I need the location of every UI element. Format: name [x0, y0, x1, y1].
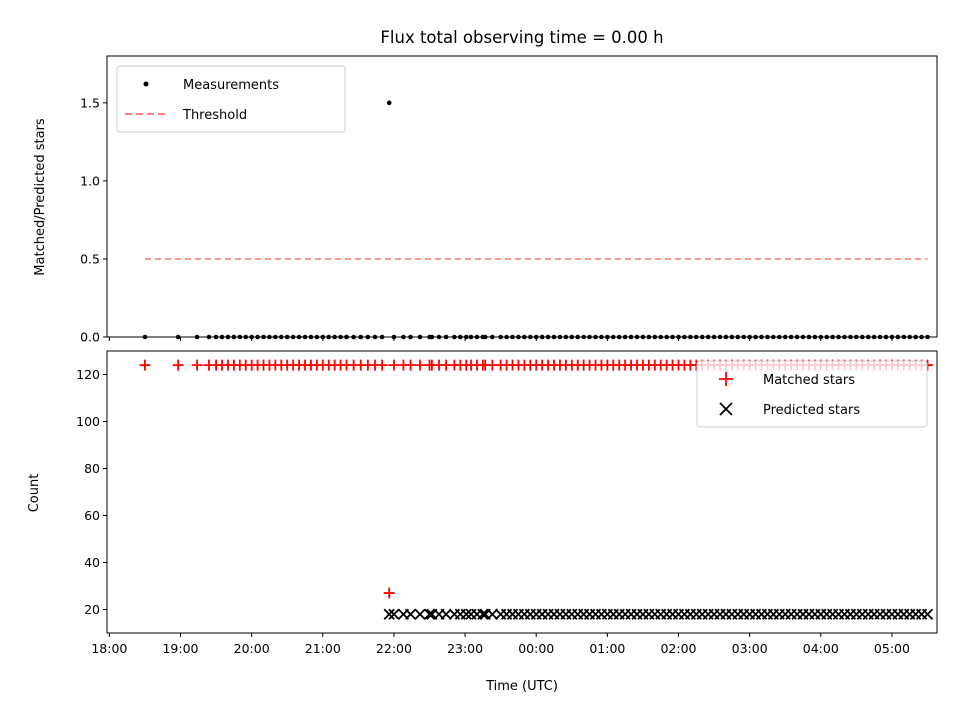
- predicted-stars-point: [388, 608, 400, 620]
- time-x-tick-label: 21:00: [305, 641, 341, 656]
- predicted-stars-point: [414, 608, 426, 620]
- ratio-axis-ticks: 0.0 0.5 1.0 1.5: [80, 95, 893, 345]
- matched-stars-point: [376, 359, 388, 371]
- time-x-tick-label: 20:00: [234, 641, 270, 656]
- count-panel: Count Time (UTC) 20 40 60 80 100 120 18:00 19:0…: [27, 350, 938, 694]
- predicted-stars-point: [460, 608, 472, 620]
- count-y-tick-label: 120: [76, 367, 100, 382]
- predicted-stars-point: [440, 608, 452, 620]
- time-x-tick-label: 01:00: [589, 641, 625, 656]
- matched-stars-point: [414, 359, 426, 371]
- matched-stars-point: [139, 359, 151, 371]
- predicted-stars-point: [921, 608, 934, 620]
- count-y-tick-label: 20: [84, 602, 100, 617]
- measurements-point: [386, 100, 392, 106]
- matched-legend-marker: [719, 372, 733, 386]
- time-x-tick-label: 19:00: [162, 641, 198, 656]
- time-x-tick-label: 05:00: [874, 641, 910, 656]
- count-axis-ticks: 20 40 60 80 100 120 18:00 19:00 20:00 21:00 22:00 2…: [76, 367, 910, 656]
- measurements-legend-marker: [143, 81, 149, 87]
- predicted-stars-point: [477, 608, 489, 620]
- time-x-tick-label: 22:00: [376, 641, 412, 656]
- time-x-axis-label: Time (UTC): [485, 679, 558, 694]
- count-y-tick-label: 40: [84, 555, 100, 570]
- time-x-tick-label: 18:00: [91, 641, 127, 656]
- ratio-plot-frame: [106, 55, 938, 338]
- matched-stars-point: [405, 359, 417, 371]
- ratio-panel: Flux total observing time = 0.00 h Match…: [33, 28, 938, 345]
- predicted-legend-marker: [719, 402, 733, 416]
- matched-stars-point: [388, 359, 400, 371]
- time-x-tick-label: 02:00: [660, 641, 696, 656]
- count-legend-box: [696, 360, 928, 428]
- ratio-y-tick-label: 1.0: [80, 173, 100, 188]
- count-plot-frame: [106, 350, 938, 634]
- matched-legend-label: Matched stars: [763, 373, 855, 388]
- predicted-stars-point: [404, 608, 417, 620]
- measurements-legend-label: Measurements: [183, 78, 279, 93]
- matched-stars-point: [383, 587, 395, 599]
- predicted-stars-point: [486, 608, 498, 620]
- ratio-y-axis-label: Matched/Predicted stars: [33, 118, 48, 276]
- count-y-tick-label: 60: [84, 508, 100, 523]
- predicted-stars-point: [423, 608, 436, 620]
- count-legend: Matched stars Predicted stars: [696, 360, 928, 428]
- chart-title: Flux total observing time = 0.00 h: [380, 28, 663, 47]
- time-x-tick-label: 23:00: [447, 641, 483, 656]
- matched-stars-point: [191, 359, 203, 371]
- ratio-y-tick-label: 0.5: [80, 251, 100, 266]
- count-y-tick-label: 100: [76, 414, 100, 429]
- ratio-y-tick-label: 0.0: [80, 330, 100, 345]
- predicted-stars-point: [383, 608, 395, 620]
- time-x-tick-label: 04:00: [803, 641, 839, 656]
- time-x-tick-label: 00:00: [518, 641, 554, 656]
- time-x-tick-label: 03:00: [732, 641, 768, 656]
- matched-stars-point: [172, 359, 184, 371]
- count-y-tick-label: 80: [84, 461, 100, 476]
- ratio-legend: Measurements Threshold: [116, 65, 346, 133]
- count-y-axis-label: Count: [27, 474, 42, 513]
- threshold-legend-label: Threshold: [182, 108, 247, 123]
- ratio-legend-box: [116, 65, 346, 133]
- predicted-legend-label: Predicted stars: [763, 403, 860, 418]
- ratio-y-tick-label: 1.5: [80, 95, 100, 110]
